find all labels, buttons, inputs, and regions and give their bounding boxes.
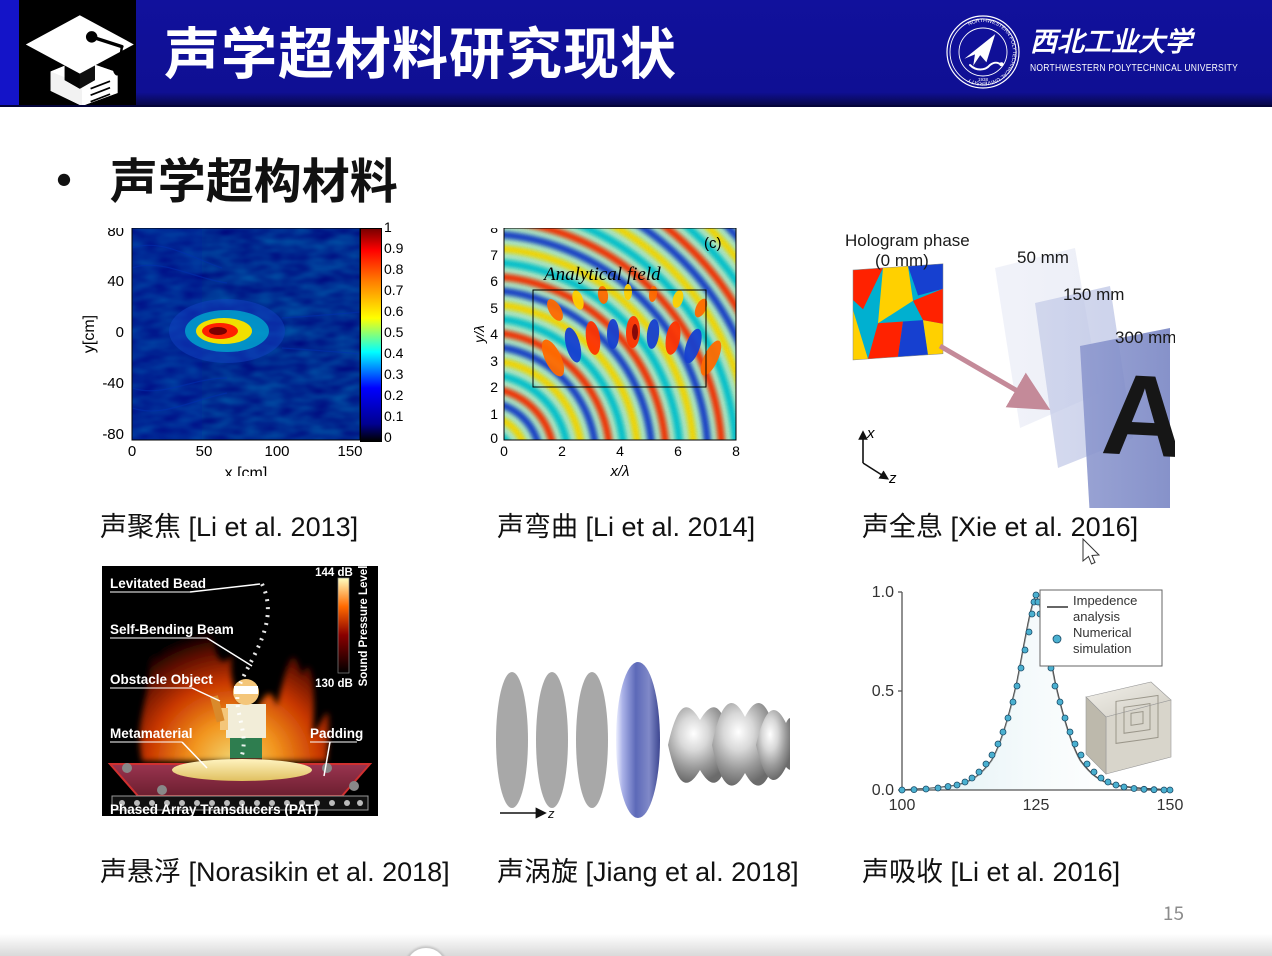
svg-text:2: 2: [558, 443, 566, 459]
svg-text:(0 mm): (0 mm): [875, 251, 929, 270]
svg-text:150 mm: 150 mm: [1063, 285, 1124, 304]
svg-text:x [cm]: x [cm]: [225, 465, 268, 476]
svg-text:7: 7: [490, 247, 498, 263]
svg-text:Phased Array Transducers (PAT): Phased Array Transducers (PAT): [110, 802, 318, 816]
svg-text:5: 5: [490, 300, 498, 316]
svg-text:0: 0: [490, 430, 498, 446]
svg-text:125: 125: [1023, 797, 1050, 814]
svg-text:8: 8: [732, 443, 740, 459]
svg-text:Sound Pressure Level: Sound Pressure Level: [358, 566, 370, 686]
svg-text:4: 4: [616, 443, 624, 459]
svg-text:A: A: [1099, 350, 1175, 482]
svg-text:y/λ: y/λ: [474, 325, 487, 344]
svg-text:1938: 1938: [978, 77, 989, 82]
svg-text:analysis: analysis: [1073, 609, 1120, 624]
svg-text:Hologram phase: Hologram phase: [845, 231, 970, 250]
svg-text:40: 40: [107, 273, 124, 290]
svg-text:3: 3: [490, 353, 498, 369]
svg-text:x/λ: x/λ: [609, 463, 629, 478]
svg-text:8: 8: [490, 228, 498, 236]
svg-text:-80: -80: [102, 426, 124, 443]
svg-text:z: z: [888, 470, 897, 487]
svg-text:simulation: simulation: [1073, 641, 1132, 656]
svg-text:NORTHWESTERN POLYTECHNICAL U: NORTHWESTERN POLYTECHNICAL UNIVERSITY: [1030, 63, 1238, 74]
svg-text:50: 50: [196, 443, 213, 460]
svg-text:Obstacle Object: Obstacle Object: [110, 672, 213, 687]
svg-text:130 dB: 130 dB: [315, 678, 353, 690]
svg-text:0: 0: [116, 324, 124, 341]
svg-text:100: 100: [264, 443, 289, 460]
svg-text:z: z: [547, 806, 555, 821]
svg-text:Levitated Bead: Levitated Bead: [110, 576, 206, 591]
svg-text:1: 1: [490, 406, 498, 422]
svg-text:144 dB: 144 dB: [315, 567, 353, 579]
svg-text:100: 100: [889, 797, 916, 814]
svg-text:2: 2: [490, 379, 498, 395]
svg-text:Metamaterial: Metamaterial: [110, 726, 193, 741]
svg-text:300 mm: 300 mm: [1115, 328, 1175, 347]
svg-text:0: 0: [500, 443, 508, 459]
svg-text:150: 150: [1157, 797, 1184, 814]
svg-text:y[cm]: y[cm]: [81, 315, 98, 353]
svg-text:6: 6: [490, 273, 498, 289]
svg-text:-40: -40: [102, 375, 124, 392]
svg-text:西北工业大学: 西北工业大学: [1030, 27, 1196, 57]
svg-text:Analytical field: Analytical field: [542, 264, 661, 285]
svg-text:Numerical: Numerical: [1073, 625, 1132, 640]
svg-text:0: 0: [128, 443, 136, 460]
svg-text:(c): (c): [704, 235, 722, 252]
svg-text:Padding: Padding: [310, 726, 363, 741]
svg-text:80: 80: [107, 228, 124, 240]
svg-text:4: 4: [490, 326, 498, 342]
svg-text:1.0: 1.0: [872, 584, 894, 601]
svg-text:Impedence: Impedence: [1073, 593, 1137, 608]
svg-text:50 mm: 50 mm: [1017, 248, 1069, 267]
svg-text:0.5: 0.5: [872, 683, 894, 700]
svg-text:150: 150: [337, 443, 362, 460]
svg-text:x: x: [866, 425, 875, 442]
svg-text:6: 6: [674, 443, 682, 459]
svg-text:Self-Bending Beam: Self-Bending Beam: [110, 622, 234, 637]
